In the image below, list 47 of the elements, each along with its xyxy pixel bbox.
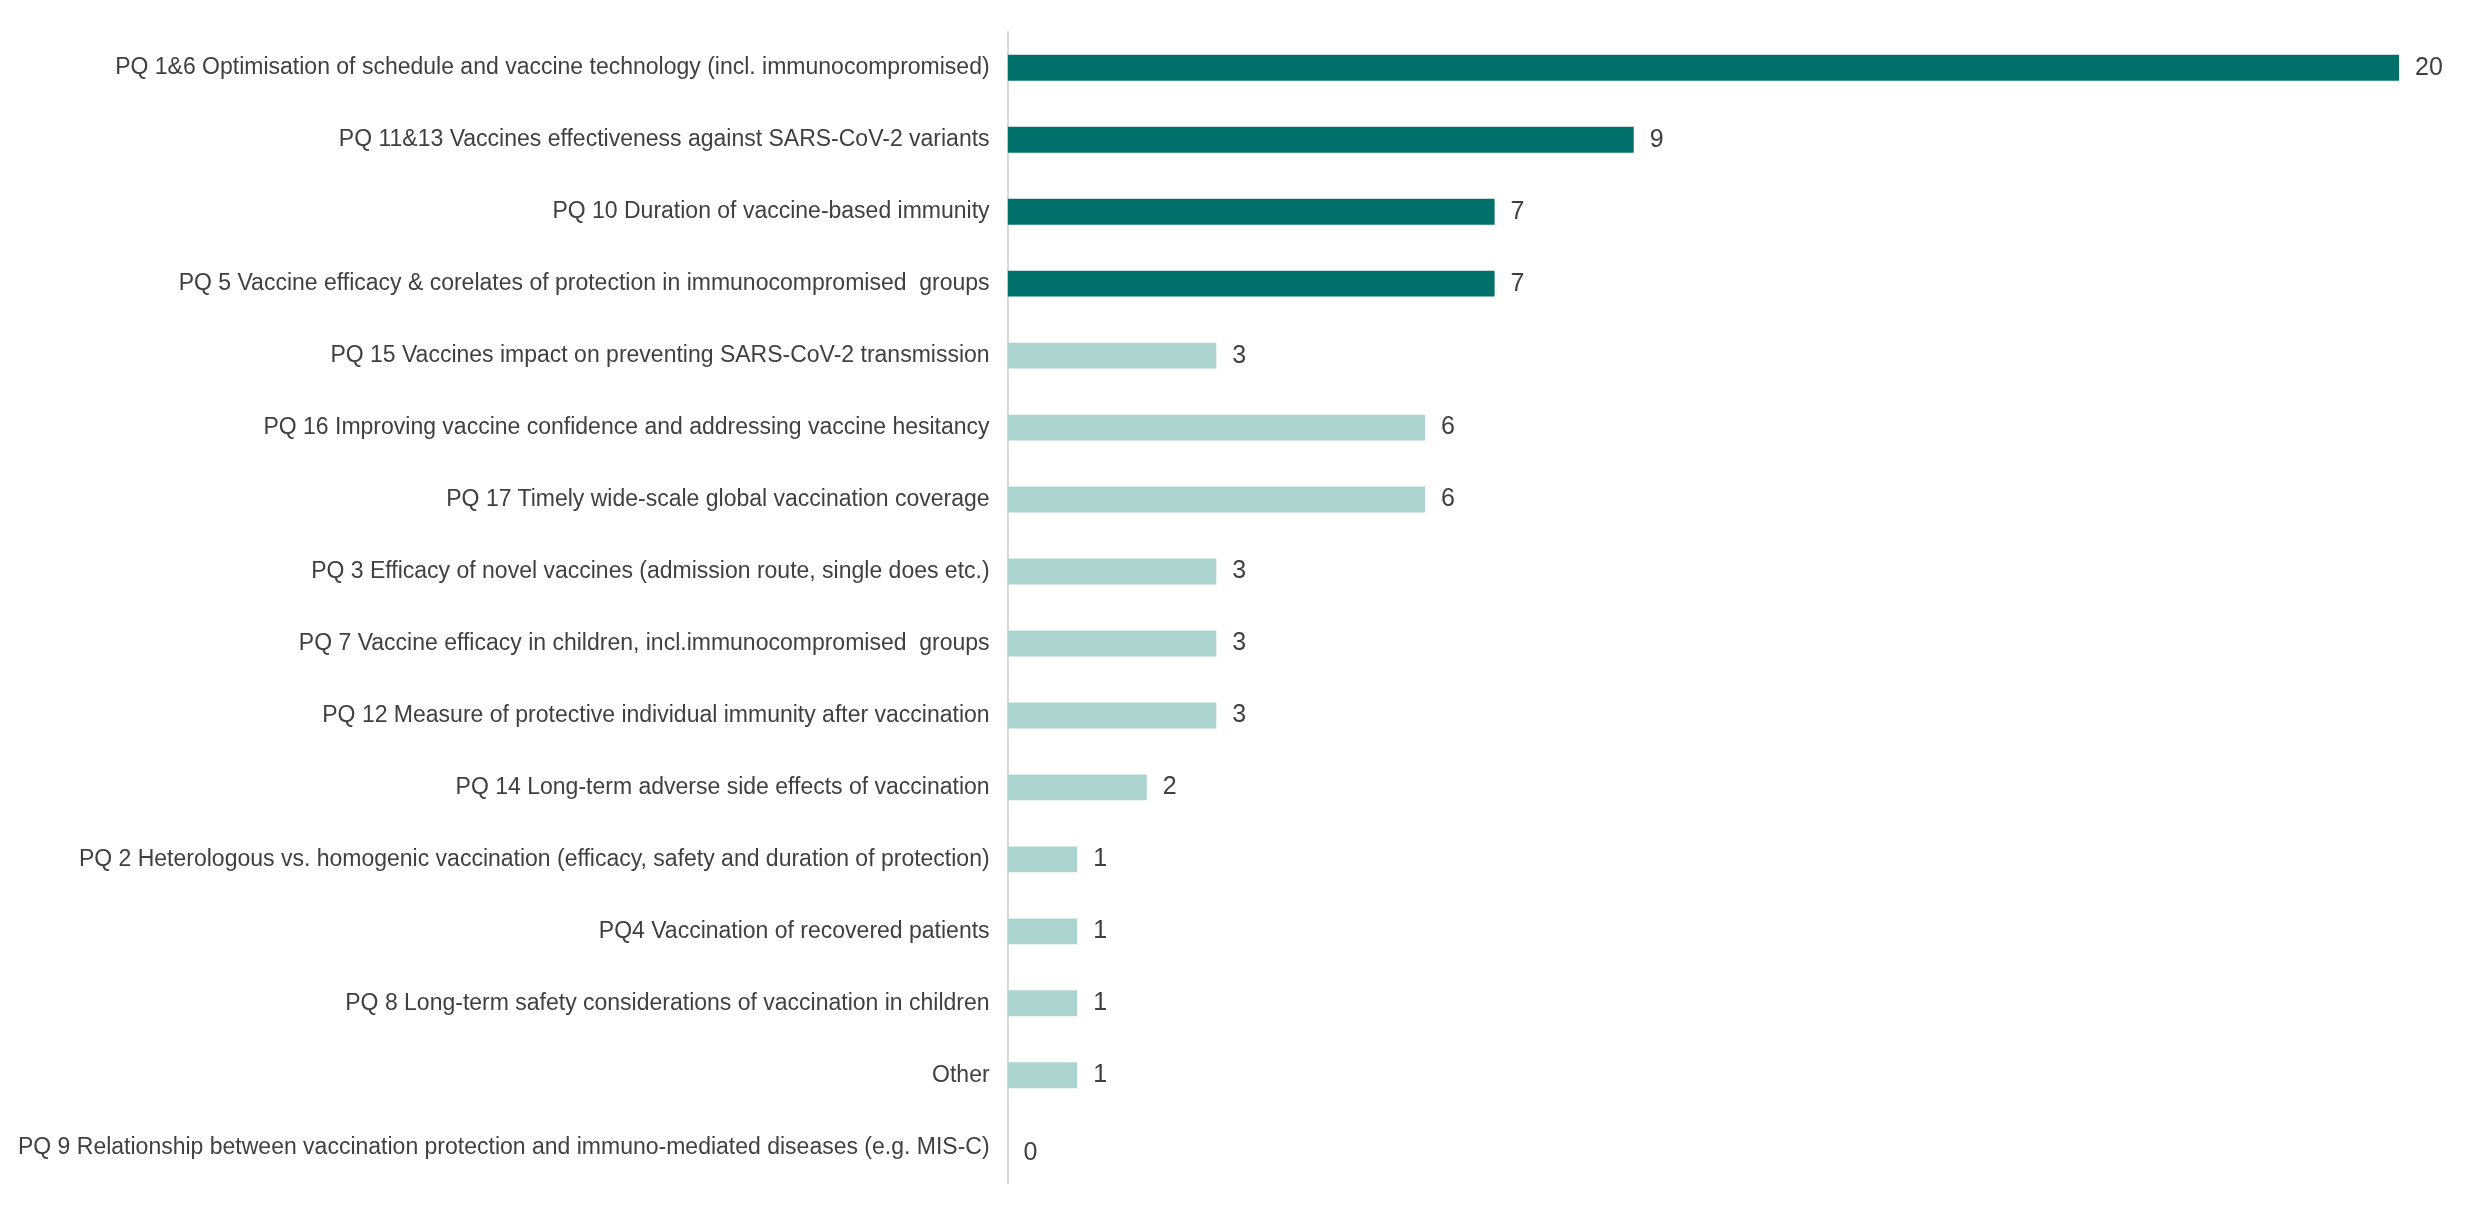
- y-tick-label: PQ 1&6 Optimisation of schedule and vaccine technology (incl. immunocompromised): [115, 53, 990, 80]
- bar: [1007, 486, 1426, 513]
- y-tick-label: PQ 14 Long-term adverse side effects of vaccination: [455, 772, 990, 799]
- y-tick-label: PQ4 Vaccination of recovered patients: [598, 916, 990, 943]
- data-label: 9: [1649, 123, 1664, 152]
- y-tick-label: PQ 16 Improving vaccine confidence and addressing vaccine hesitancy: [263, 412, 991, 439]
- data-label: 6: [1441, 411, 1455, 440]
- bar: [1007, 702, 1217, 729]
- data-label: 6: [1441, 483, 1455, 512]
- data-label: 1: [1093, 843, 1108, 872]
- bar: [1007, 54, 2399, 81]
- y-tick-label: PQ 2 Heterologous vs. homogenic vaccination (efficacy, safety and duration of protection): [78, 844, 990, 871]
- y-tick-label: PQ 10 Duration of vaccine-based immunity: [552, 197, 991, 224]
- y-tick-label: PQ 15 Vaccines impact on preventing SARS-CoV-2 transmission: [330, 340, 990, 367]
- bar: [1007, 342, 1217, 369]
- bar: [1007, 846, 1078, 873]
- bar: [1007, 774, 1147, 801]
- y-tick-label: PQ 11&13 Vaccines effectiveness against SARS-CoV-2 variants: [338, 125, 990, 152]
- y-tick-label: PQ 8 Long-term safety considerations of vaccination in children: [345, 988, 990, 1015]
- data-label: 0: [1023, 1137, 1038, 1166]
- bar: [1007, 270, 1495, 297]
- y-tick-label: PQ 3 Efficacy of novel vaccines (admission route, single does etc.): [311, 556, 990, 583]
- bar: [1007, 630, 1217, 657]
- bar: [1007, 198, 1495, 225]
- y-tick-label: PQ 12 Measure of protective individual immunity after vaccination: [322, 700, 990, 727]
- bar: [1007, 918, 1078, 945]
- y-tick-label: PQ 17 Timely wide-scale global vaccination coverage: [446, 484, 990, 511]
- y-tick-label: Other: [932, 1060, 990, 1087]
- data-label: 3: [1232, 339, 1247, 368]
- data-label: 20: [2415, 51, 2443, 80]
- bar: [1007, 1062, 1078, 1089]
- data-label: 3: [1232, 627, 1247, 656]
- data-label: 3: [1232, 699, 1247, 728]
- bar: [1007, 126, 1634, 153]
- bar: [1007, 558, 1217, 585]
- data-label: 3: [1232, 555, 1247, 584]
- data-label: 1: [1093, 915, 1108, 944]
- y-tick-label: PQ 5 Vaccine efficacy & corelates of protection in immunocompromised groups: [178, 269, 990, 296]
- bar: [1007, 990, 1078, 1017]
- data-label: 7: [1510, 267, 1525, 296]
- data-label: 1: [1093, 987, 1108, 1016]
- y-tick-label: PQ 9 Relationship between vaccination protection and immuno-mediated diseases (e.g. MIS-C): [17, 1132, 990, 1159]
- data-label: 1: [1093, 1059, 1108, 1088]
- data-label: 7: [1510, 195, 1525, 224]
- data-label: 2: [1162, 771, 1177, 800]
- y-tick-label: PQ 7 Vaccine efficacy in children, incl.immunocompromised groups: [298, 628, 990, 655]
- bar: [1007, 414, 1426, 441]
